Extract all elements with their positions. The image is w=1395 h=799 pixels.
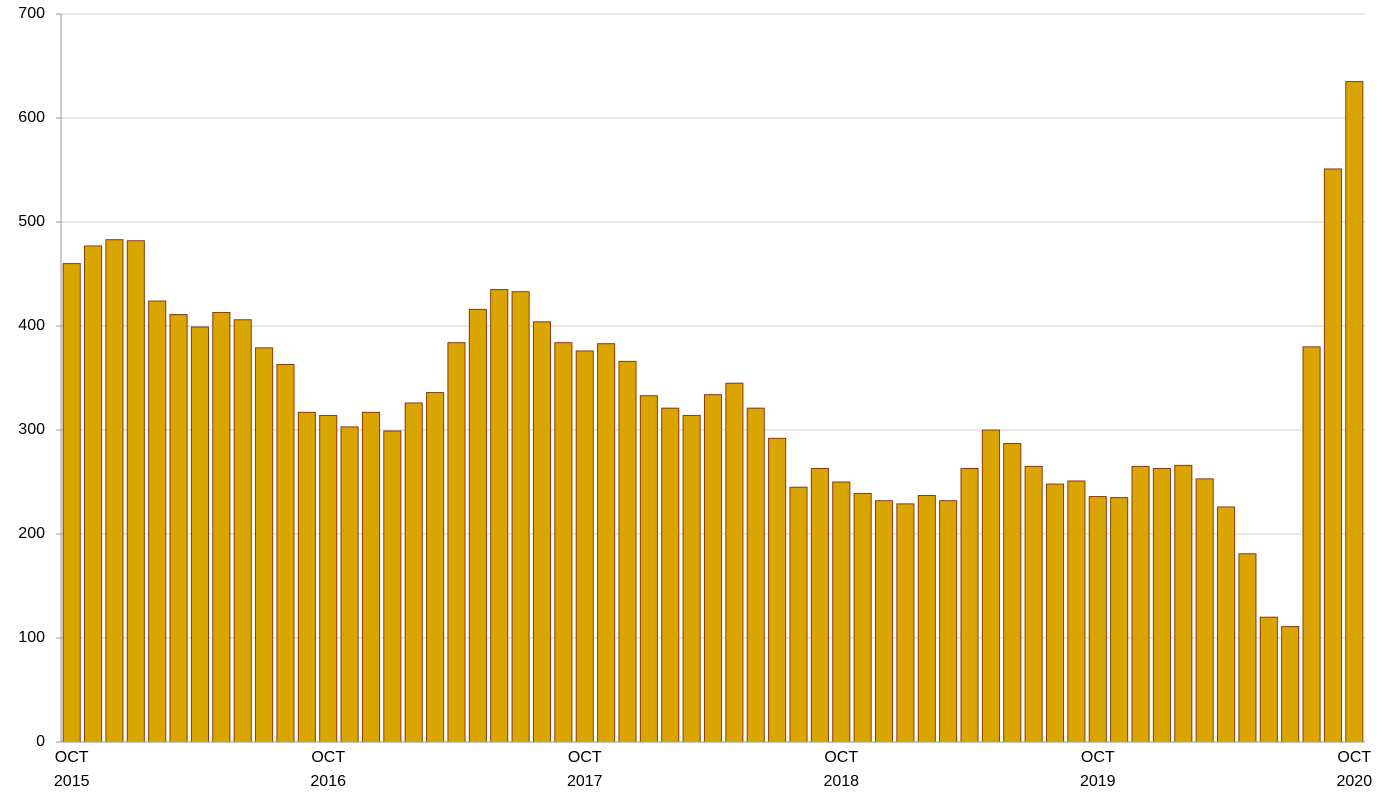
bar <box>319 414 338 743</box>
bar <box>1088 496 1107 743</box>
x-tick-label: 2015 <box>54 773 90 790</box>
y-tick-label: 200 <box>18 525 45 542</box>
bar <box>297 411 316 743</box>
bar <box>874 500 894 743</box>
bar <box>1238 553 1257 743</box>
bar <box>789 486 808 743</box>
bar <box>1045 483 1065 743</box>
bar <box>1110 497 1129 743</box>
bar <box>1345 81 1364 743</box>
bar <box>1259 616 1278 743</box>
bar <box>84 245 103 743</box>
bar <box>1216 506 1236 743</box>
bar <box>960 467 979 743</box>
bar <box>1323 168 1342 743</box>
bar <box>276 363 295 743</box>
y-tick-label: 700 <box>18 5 45 22</box>
bar <box>810 467 829 743</box>
bar <box>832 481 851 743</box>
bar <box>105 239 124 743</box>
bar <box>383 430 402 743</box>
x-tick-label: OCT <box>55 749 89 766</box>
bar <box>426 392 445 743</box>
bar <box>1152 467 1171 743</box>
bar <box>575 350 594 743</box>
bar <box>939 500 958 743</box>
bar <box>1131 465 1150 743</box>
bar <box>554 342 573 743</box>
bar <box>768 437 787 743</box>
y-tick-label: 100 <box>18 629 45 646</box>
bar <box>233 319 252 743</box>
bar <box>1281 626 1300 743</box>
bar <box>1024 465 1043 743</box>
bar <box>404 402 423 743</box>
bar <box>490 289 509 743</box>
bar <box>361 411 381 743</box>
x-tick-label: 2017 <box>567 773 603 790</box>
bar <box>981 429 1000 743</box>
x-tick-label: OCT <box>824 749 858 766</box>
bar <box>853 492 872 743</box>
bar <box>190 326 210 743</box>
y-tick-label: 300 <box>18 421 45 438</box>
bar <box>746 407 765 743</box>
bar <box>1195 478 1214 743</box>
x-tick-label: 2018 <box>823 773 859 790</box>
y-tick-label: 400 <box>18 317 45 334</box>
bar <box>1302 346 1321 743</box>
x-tick-label: OCT <box>1081 749 1115 766</box>
bar <box>62 263 81 743</box>
bar <box>703 394 723 743</box>
bar <box>126 240 145 743</box>
y-tick-label: 600 <box>18 109 45 126</box>
y-tick-label: 0 <box>36 733 45 750</box>
bar <box>725 382 744 743</box>
bar <box>447 342 466 743</box>
bar <box>340 426 359 743</box>
bar <box>1003 443 1022 743</box>
bar <box>255 347 274 743</box>
y-tick-label: 500 <box>18 213 45 230</box>
bar <box>1067 480 1086 743</box>
bar <box>1174 464 1193 743</box>
bar <box>618 360 637 743</box>
bar <box>896 503 915 743</box>
bar <box>661 407 680 743</box>
bar <box>597 343 616 743</box>
bar <box>169 314 188 743</box>
x-tick-label: 2016 <box>310 773 346 790</box>
bar <box>511 291 530 743</box>
bar <box>468 308 487 743</box>
bar <box>148 300 167 743</box>
bar <box>682 414 701 743</box>
x-tick-label: 2020 <box>1337 773 1373 790</box>
bar <box>917 495 936 743</box>
x-tick-label: OCT <box>568 749 602 766</box>
x-tick-label: OCT <box>1337 749 1371 766</box>
x-tick-label: 2019 <box>1080 773 1116 790</box>
x-tick-label: OCT <box>311 749 345 766</box>
bar <box>212 311 231 743</box>
bar <box>532 321 552 743</box>
bar <box>639 395 658 743</box>
